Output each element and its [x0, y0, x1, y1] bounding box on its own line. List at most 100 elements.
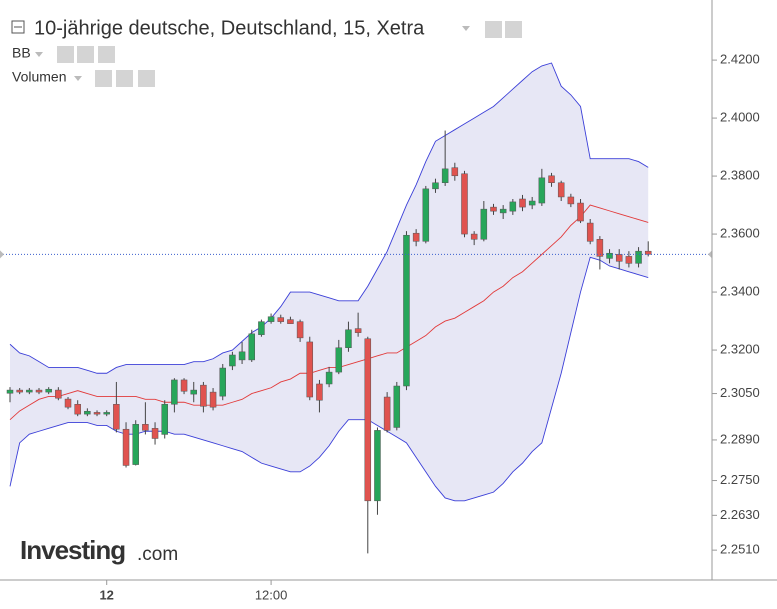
y-tick-label: 2.3800: [720, 168, 760, 183]
y-tick-label: 2.3400: [720, 284, 760, 299]
candle-body: [625, 256, 633, 264]
candle-body: [35, 389, 43, 393]
candle-body: [64, 398, 72, 408]
eye-icon[interactable]: [95, 70, 112, 87]
settings-icon[interactable]: [77, 46, 94, 63]
candle-body: [55, 389, 62, 399]
candle-body: [238, 351, 246, 361]
candle-body: [26, 389, 33, 393]
candle-body: [209, 391, 217, 408]
candle-body: [606, 252, 613, 259]
y-tick-label: 2.4000: [720, 110, 760, 125]
candle-body: [528, 200, 536, 206]
candle-body: [432, 182, 439, 190]
candle-body: [161, 404, 168, 435]
x-tick-label: 12: [99, 587, 113, 602]
candle-body: [499, 208, 507, 214]
candle-body: [258, 321, 265, 335]
indicator-dropdown[interactable]: [35, 52, 43, 57]
candle-body: [480, 208, 488, 240]
candle-body: [267, 316, 275, 322]
collapse-icon[interactable]: [11, 20, 25, 34]
indicator-dropdown[interactable]: [74, 76, 82, 81]
candle-body: [316, 383, 323, 401]
chart-title: 10-jährige deutsche, Deutschland, 15, Xe…: [34, 17, 425, 39]
eye-icon[interactable]: [485, 21, 502, 38]
candle-body: [470, 233, 478, 240]
y-tick-label: 2.3600: [720, 226, 760, 241]
candle-body: [577, 202, 584, 222]
candle-body: [461, 173, 468, 235]
candle-body: [16, 389, 23, 393]
candle-body: [335, 347, 343, 373]
candle-body: [190, 389, 197, 395]
candle-body: [171, 379, 178, 405]
candle-body: [151, 428, 159, 439]
candle-body: [596, 239, 604, 257]
last-price-marker: [0, 250, 4, 259]
candle-body: [509, 201, 517, 212]
candle-body: [132, 424, 139, 465]
x-tick-label: 12:00: [255, 587, 288, 602]
y-tick-label: 2.4200: [720, 52, 760, 67]
candle-body: [364, 338, 372, 502]
candle-body: [615, 254, 623, 262]
candle-body: [557, 182, 565, 198]
candle-body: [538, 177, 546, 204]
candle-body: [74, 404, 81, 415]
candle-body: [441, 168, 449, 183]
candle-body: [306, 341, 314, 398]
candle-body: [200, 384, 207, 407]
candle-body: [45, 388, 52, 393]
candle-body: [567, 196, 575, 205]
settings-icon[interactable]: [505, 21, 522, 38]
band-fill: [10, 62, 649, 501]
plot-area: [0, 62, 712, 554]
candle-body: [277, 317, 285, 322]
candle-body: [122, 428, 130, 466]
candle-body: [113, 404, 120, 430]
candle-body: [93, 412, 101, 415]
logo-suffix: .com: [137, 544, 178, 565]
y-tick-label: 2.3200: [720, 341, 760, 356]
y-tick-label: 2.2890: [720, 431, 760, 446]
candle-body: [403, 234, 410, 387]
candle-body: [142, 424, 149, 431]
candle-body: [103, 412, 110, 415]
candle-body: [345, 329, 352, 348]
candle-body: [548, 175, 555, 183]
y-tick-label: 2.2630: [720, 507, 760, 522]
y-tick-label: 2.3050: [720, 385, 760, 400]
candle-body: [490, 206, 497, 212]
candle-body: [248, 333, 255, 361]
candle-body: [393, 385, 401, 428]
band-upper: [9, 62, 649, 374]
candle-body: [422, 188, 430, 242]
title-dropdown[interactable]: [462, 26, 470, 31]
candle-body: [6, 389, 14, 394]
indicator-label: Volumen: [12, 69, 66, 85]
candle-body: [325, 371, 333, 385]
logo: Investing: [20, 535, 125, 565]
candle-body: [219, 367, 226, 397]
candle-body: [84, 410, 91, 415]
candle-body: [354, 328, 362, 333]
candle-body: [412, 232, 420, 242]
candle-body: [635, 250, 642, 264]
candle-body: [296, 321, 304, 339]
candle-body: [287, 319, 294, 324]
candle-body: [586, 222, 594, 242]
candle-body: [180, 379, 188, 392]
eye-icon[interactable]: [57, 46, 74, 63]
y-tick-label: 2.2510: [720, 542, 760, 557]
candle-body: [383, 396, 391, 431]
last-price-marker: [708, 250, 712, 259]
candle-body: [451, 167, 459, 177]
candle-body: [519, 198, 526, 208]
settings-icon[interactable]: [116, 70, 133, 87]
y-tick-label: 2.2750: [720, 472, 760, 487]
candle-body: [374, 430, 381, 502]
close-icon[interactable]: [98, 46, 115, 63]
close-icon[interactable]: [138, 70, 155, 87]
